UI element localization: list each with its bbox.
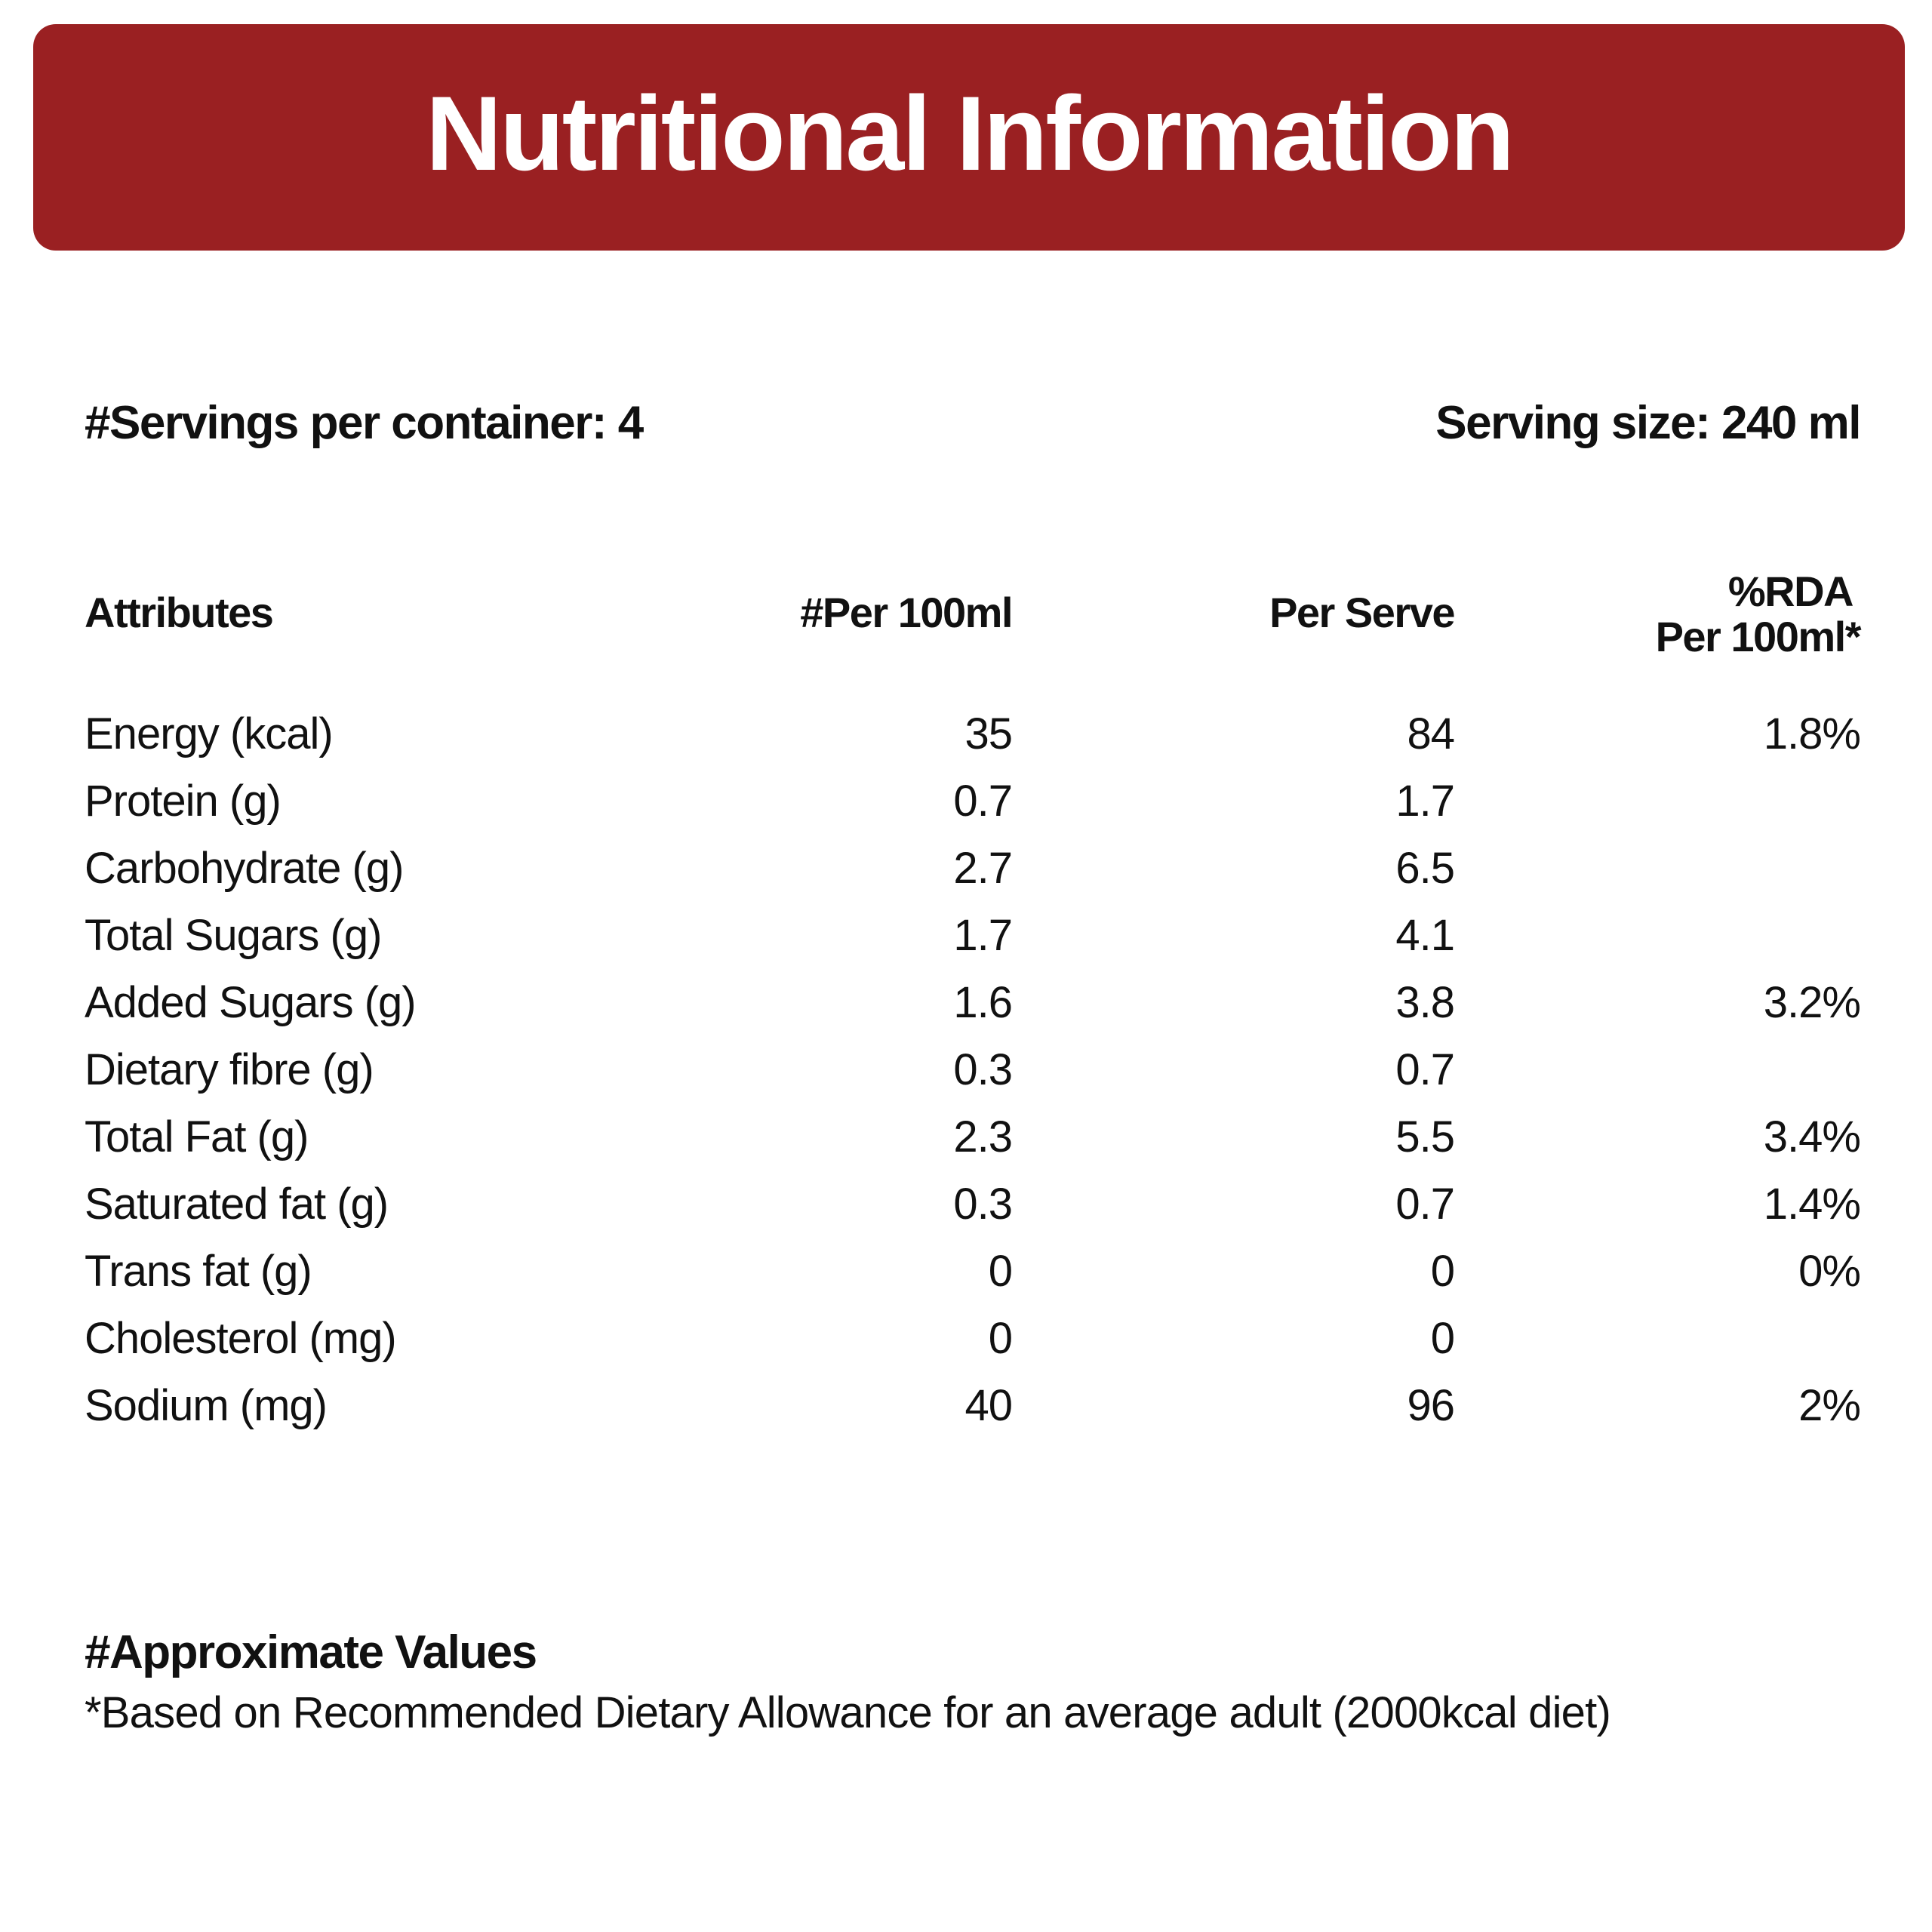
cell-per-serve: 84 (1407, 709, 1455, 758)
footnote-text: *Based on Recommended Dietary Allowance … (85, 1688, 1611, 1737)
cell-rda: 3.4% (1763, 1112, 1861, 1161)
table-row: Energy (kcal) 35 84 1.8% (85, 700, 1861, 768)
cell-per-100ml: 35 (964, 709, 1013, 758)
cell-per-100ml: 0.3 (953, 1045, 1013, 1094)
cell-attribute: Cholesterol (mg) (85, 1314, 397, 1363)
cell-rda: 2% (1798, 1381, 1861, 1430)
cell-per-serve: 0.7 (1395, 1180, 1455, 1229)
cell-per-serve: 5.5 (1395, 1112, 1455, 1161)
cell-per-100ml: 0 (988, 1314, 1013, 1363)
page-title: Nutritional Information (426, 74, 1515, 192)
cell-attribute: Added Sugars (g) (85, 978, 417, 1027)
footnote: #Approximate Values *Based on Recommende… (85, 1623, 1896, 1743)
table-row: Protein (g) 0.7 1.7 (85, 768, 1860, 835)
table-body: Energy (kcal) 35 84 1.8% Protein (g) 0.7 1.7 Ca… (85, 700, 1861, 1439)
cell-per-serve: 6.5 (1395, 844, 1455, 893)
cell-per-100ml: 1.7 (953, 911, 1013, 960)
cell-rda: 3.2% (1763, 978, 1861, 1027)
cell-per-100ml: 2.3 (953, 1112, 1013, 1161)
column-header-per-serve: Per Serve (1269, 589, 1455, 636)
table-row: Cholesterol (mg) 0 0 (85, 1305, 1860, 1372)
column-header-rda-line1: %RDA (1727, 568, 1854, 615)
table-row: Total Fat (g) 2.3 5.5 3.4% (85, 1103, 1861, 1171)
cell-attribute: Trans fat (g) (85, 1247, 312, 1296)
servings-per-container: #Servings per container: 4 (85, 396, 644, 449)
cell-per-serve: 0 (1430, 1314, 1455, 1363)
column-header-attributes: Attributes (85, 589, 274, 636)
cell-per-100ml: 40 (964, 1381, 1013, 1430)
table-row: Trans fat (g) 0 0 0% (85, 1238, 1861, 1305)
cell-attribute: Energy (kcal) (85, 709, 334, 758)
table-row: Sodium (mg) 40 96 2% (85, 1372, 1861, 1439)
cell-attribute: Sodium (mg) (85, 1381, 328, 1430)
cell-per-100ml: 2.7 (953, 844, 1013, 893)
column-header-rda: %RDA Per 100ml* (1655, 568, 1862, 660)
cell-attribute: Protein (g) (85, 777, 281, 826)
cell-per-serve: 4.1 (1395, 911, 1455, 960)
cell-attribute: Dietary fibre (g) (85, 1045, 374, 1094)
table-row: Carbohydrate (g) 2.7 6.5 (85, 835, 1860, 902)
table-row: Added Sugars (g) 1.6 3.8 3.2% (85, 969, 1861, 1036)
cell-rda: 1.4% (1763, 1180, 1861, 1229)
cell-per-100ml: 0.3 (953, 1180, 1013, 1229)
cell-per-serve: 0.7 (1395, 1045, 1455, 1094)
cell-per-100ml: 0.7 (953, 777, 1013, 826)
cell-per-serve: 3.8 (1395, 978, 1455, 1027)
table-row: Saturated fat (g) 0.3 0.7 1.4% (85, 1171, 1861, 1238)
cell-per-serve: 1.7 (1395, 777, 1455, 826)
column-header-rda-line2: Per 100ml* (1655, 613, 1862, 660)
table-row: Dietary fibre (g) 0.3 0.7 (85, 1036, 1860, 1103)
serving-size: Serving size: 240 ml (1435, 396, 1861, 449)
nutrition-table: Attributes #Per 100ml Per Serve %RDA Per… (85, 558, 1862, 1439)
cell-attribute: Total Sugars (g) (85, 911, 382, 960)
footnote-title: #Approximate Values (85, 1626, 537, 1678)
column-header-per-100ml: #Per 100ml (800, 589, 1013, 636)
table-header: Attributes #Per 100ml Per Serve %RDA Per… (85, 558, 1862, 672)
cell-per-serve: 96 (1407, 1381, 1455, 1430)
cell-rda: 1.8% (1763, 709, 1861, 758)
cell-per-100ml: 0 (988, 1247, 1013, 1296)
table-row: Total Sugars (g) 1.7 4.1 (85, 902, 1860, 969)
cell-attribute: Carbohydrate (g) (85, 844, 404, 893)
cell-attribute: Total Fat (g) (85, 1112, 309, 1161)
cell-attribute: Saturated fat (g) (85, 1180, 389, 1229)
cell-rda: 0% (1798, 1247, 1861, 1296)
header-banner: Nutritional Information (33, 24, 1905, 251)
serving-info: #Servings per container: 4 Serving size:… (85, 392, 1861, 453)
cell-per-100ml: 1.6 (953, 978, 1013, 1027)
cell-per-serve: 0 (1430, 1247, 1455, 1296)
